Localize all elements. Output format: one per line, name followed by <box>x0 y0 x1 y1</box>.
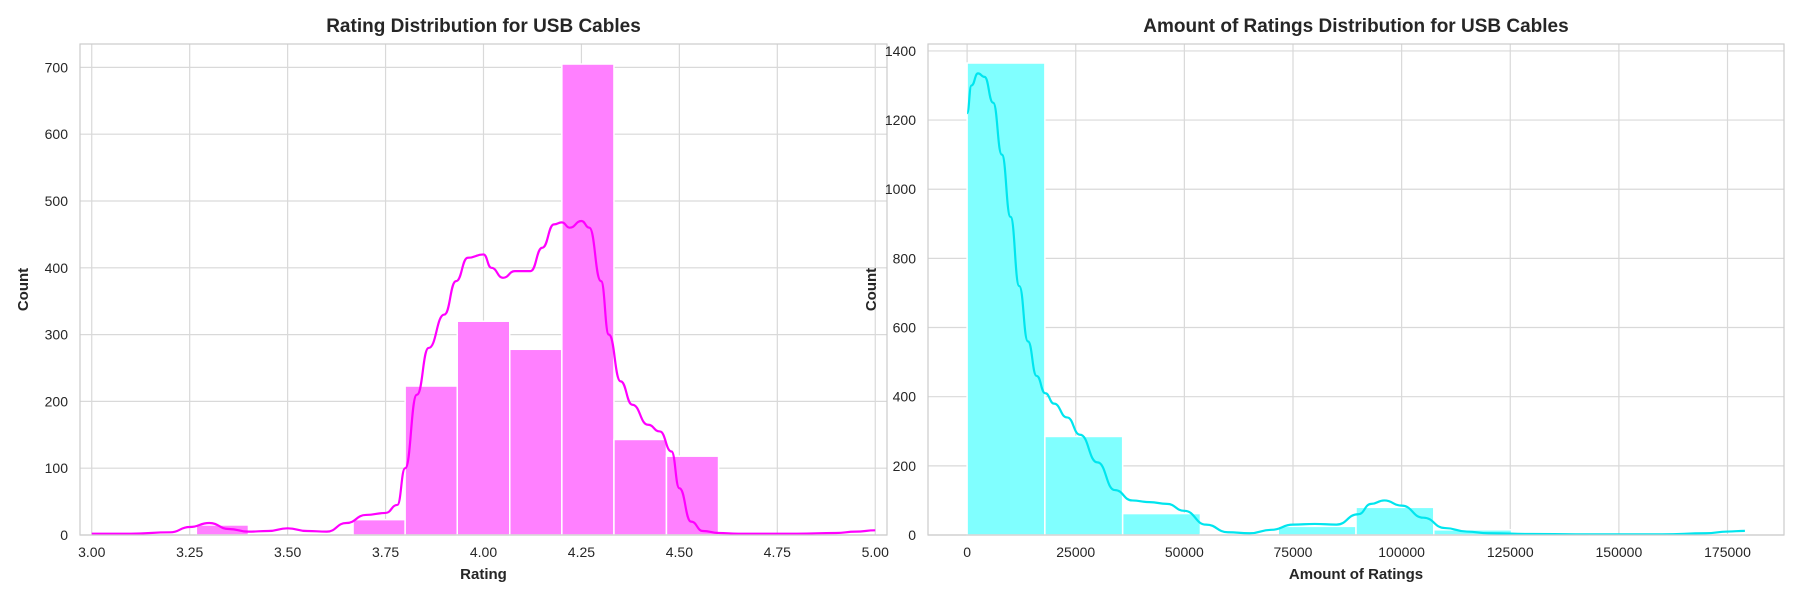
chart-2-x-tick-label: 25000 <box>1056 544 1095 560</box>
chart-1-bar <box>508 348 563 536</box>
chart-1-x-tick-label: 4.75 <box>764 544 791 560</box>
chart-1-x-tick-label: 3.00 <box>78 544 105 560</box>
chart-2-frame <box>927 43 1785 536</box>
chart-2-y-axis-label: Count <box>863 268 880 311</box>
chart-2-x-tick-label: 125000 <box>1487 544 1534 560</box>
chart-2-x-tick-label: 75000 <box>1274 544 1313 560</box>
chart-1-y-tick-label: 600 <box>45 126 69 142</box>
chart-2: 0 25000 50000 75000 100000 125000 150000 175000… <box>863 16 1785 583</box>
chart-2-bar <box>966 62 1046 536</box>
chart-2-y-tick-label: 1000 <box>885 181 916 197</box>
chart-1-kde-line <box>91 219 876 535</box>
chart-1-title: Rating Distribution for USB Cables <box>326 16 641 37</box>
chart-1-y-tick-label: 700 <box>45 59 69 75</box>
chart-2-y-tick-label: 400 <box>893 389 917 405</box>
chart-1-y-axis-label: Count <box>15 268 32 311</box>
chart-2-y-tick-label: 1400 <box>885 43 916 59</box>
chart-1-y-tick-label: 400 <box>45 260 69 276</box>
chart-1-x-tick-label: 4.00 <box>470 544 497 560</box>
chart-1-x-tick-label: 3.50 <box>274 544 301 560</box>
chart-2-x-tick-label: 100000 <box>1378 544 1425 560</box>
chart-1-y-tick-label: 200 <box>45 393 69 409</box>
chart-2-bar <box>1121 512 1202 536</box>
chart-1-x-tick-label: 5.00 <box>862 544 889 560</box>
chart-2-kde-line <box>966 72 1745 536</box>
chart-1-y-tick-label: 0 <box>60 527 68 543</box>
chart-2-y-tick-label: 1200 <box>885 112 916 128</box>
chart-2-y-tick-label: 600 <box>893 320 917 336</box>
chart-2-bar <box>1277 525 1357 536</box>
chart-1-x-tick-label: 3.25 <box>176 544 203 560</box>
chart-2-y-tick-label: 200 <box>893 458 917 474</box>
chart-1-y-tick-label: 300 <box>45 327 69 343</box>
chart-2-bar <box>1355 506 1435 536</box>
chart-2-title: Amount of Ratings Distribution for USB C… <box>1143 16 1568 37</box>
chart-2-y-tick-label: 0 <box>908 527 916 543</box>
chart-1-x-tick-label: 3.75 <box>372 544 399 560</box>
chart-2-x-tick-label: 150000 <box>1596 544 1643 560</box>
chart-2-y-tick-label: 800 <box>893 250 917 266</box>
chart-2-x-tick-label: 175000 <box>1704 544 1751 560</box>
chart-2-x-tick-label: 0 <box>963 544 971 560</box>
chart-1: 3.00 3.25 3.50 3.75 4.00 4.25 4.50 4.75 5.00 0 100… <box>15 16 889 583</box>
chart-1-bar <box>613 438 668 536</box>
chart-1-x-axis-label: Rating <box>460 566 507 583</box>
chart-1-frame <box>79 43 888 536</box>
chart-2-x-axis-label: Amount of Ratings <box>1289 566 1423 583</box>
chart-1-x-tick-label: 4.50 <box>666 544 693 560</box>
chart-1-bar <box>561 63 615 536</box>
chart-1-x-tick-label: 4.25 <box>568 544 595 560</box>
chart-1-y-tick-label: 100 <box>45 460 69 476</box>
chart-1-y-tick-label: 500 <box>45 193 69 209</box>
chart-1-bar <box>456 320 511 536</box>
chart-2-x-tick-label: 50000 <box>1165 544 1204 560</box>
chart-1-bar <box>352 518 406 536</box>
